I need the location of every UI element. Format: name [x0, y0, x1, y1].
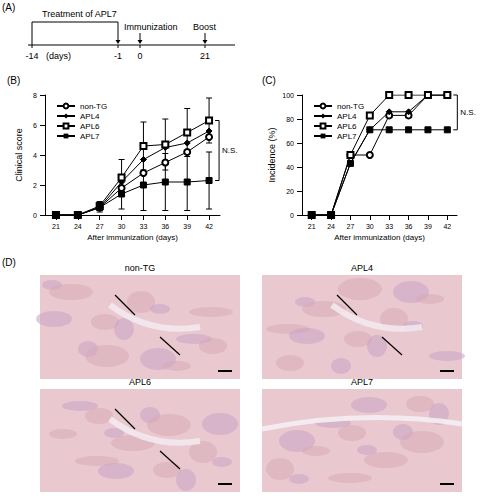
svg-text:-1: -1: [114, 51, 122, 61]
svg-text:27: 27: [96, 223, 104, 230]
svg-text:21: 21: [308, 223, 316, 230]
svg-text:APL6: APL6: [80, 122, 100, 131]
svg-text:After immunization (days): After immunization (days): [334, 233, 425, 242]
svg-text:After immunization (days): After immunization (days): [87, 233, 178, 242]
svg-text:36: 36: [161, 223, 169, 230]
svg-text:N.S.: N.S.: [222, 146, 238, 155]
svg-text:0: 0: [137, 51, 142, 61]
svg-text:Immunization: Immunization: [124, 22, 178, 32]
svg-text:20: 20: [286, 188, 294, 195]
svg-text:33: 33: [385, 223, 393, 230]
svg-text:30: 30: [118, 223, 126, 230]
svg-text:APL7: APL7: [351, 377, 373, 387]
svg-text:APL7: APL7: [80, 132, 100, 141]
svg-text:(B): (B): [7, 75, 20, 86]
svg-text:APL6: APL6: [337, 122, 357, 131]
svg-text:0: 0: [33, 212, 37, 219]
svg-text:8: 8: [33, 92, 37, 99]
svg-text:APL6: APL6: [129, 377, 151, 387]
svg-text:Incidence (%): Incidence (%): [267, 127, 277, 182]
svg-text:6: 6: [33, 122, 37, 129]
svg-text:100: 100: [282, 92, 294, 99]
svg-text:21: 21: [52, 223, 60, 230]
svg-text:non-TG: non-TG: [337, 102, 364, 111]
svg-text:39: 39: [183, 223, 191, 230]
svg-text:non-TG: non-TG: [125, 263, 156, 273]
svg-text:-14: -14: [25, 51, 38, 61]
svg-text:Boost: Boost: [193, 22, 217, 32]
svg-text:0: 0: [290, 212, 294, 219]
svg-text:60: 60: [286, 140, 294, 147]
svg-text:2: 2: [33, 182, 37, 189]
svg-text:APL4: APL4: [351, 263, 373, 273]
svg-text:APL7: APL7: [337, 132, 357, 141]
svg-text:APL4: APL4: [80, 112, 100, 121]
svg-text:39: 39: [424, 223, 432, 230]
svg-text:42: 42: [205, 223, 213, 230]
svg-text:27: 27: [347, 223, 355, 230]
svg-text:Clinical score: Clinical score: [14, 128, 24, 182]
svg-text:4: 4: [33, 152, 37, 159]
svg-text:non-TG: non-TG: [80, 102, 107, 111]
svg-text:Treatment of APL7: Treatment of APL7: [42, 9, 117, 19]
svg-text:21: 21: [200, 51, 210, 61]
svg-text:24: 24: [74, 223, 82, 230]
svg-text:24: 24: [327, 223, 335, 230]
svg-text:40: 40: [286, 164, 294, 171]
svg-text:30: 30: [366, 223, 374, 230]
svg-text:APL4: APL4: [337, 112, 357, 121]
svg-text:(A): (A): [2, 2, 15, 13]
svg-text:80: 80: [286, 116, 294, 123]
svg-text:(C): (C): [262, 75, 276, 86]
svg-text:36: 36: [405, 223, 413, 230]
svg-text:42: 42: [443, 223, 451, 230]
svg-text:33: 33: [140, 223, 148, 230]
svg-text:N.S.: N.S.: [460, 108, 476, 117]
svg-text:(days): (days): [46, 51, 71, 61]
svg-text:(D): (D): [2, 257, 16, 268]
